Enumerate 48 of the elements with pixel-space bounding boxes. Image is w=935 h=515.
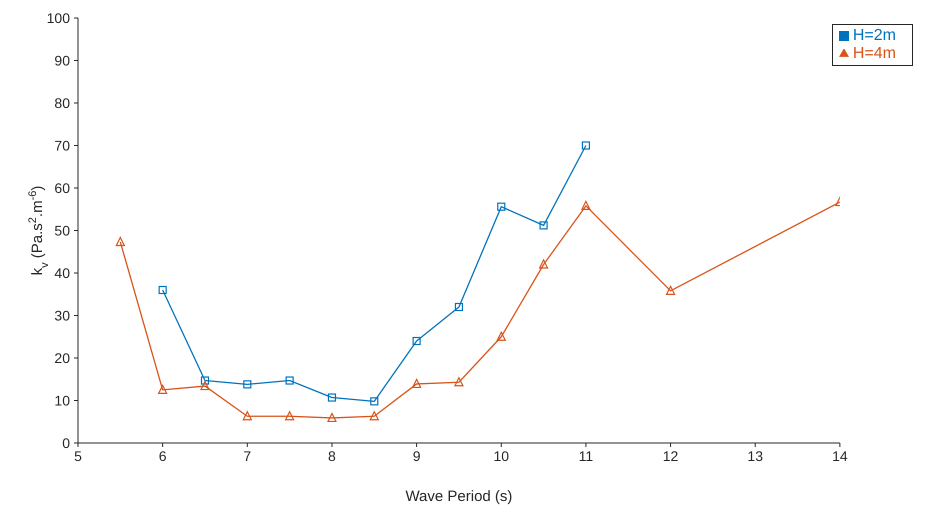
point: [581, 200, 591, 210]
x-tick-label: 5: [74, 448, 82, 464]
point: [116, 236, 125, 246]
x-axis-title: Wave Period (s): [405, 488, 512, 505]
point: [158, 384, 168, 394]
x-tick-label: 12: [662, 448, 679, 464]
x-tick-label: 8: [328, 448, 336, 464]
point: [158, 286, 167, 294]
y-tick-label: 10: [54, 392, 70, 408]
x-tick-label: 6: [158, 448, 167, 464]
y-tick-label: 40: [54, 264, 70, 281]
legend-label: H=4m: [852, 45, 896, 62]
point: [539, 221, 548, 230]
y-tick-label: 0: [62, 434, 70, 451]
y-tick-label: 90: [54, 52, 70, 68]
x-tick-label: 14: [832, 448, 848, 464]
point: [370, 397, 378, 406]
y-tick-label: 50: [54, 222, 70, 238]
point: [412, 336, 421, 346]
y-tick-label: 60: [54, 180, 70, 196]
point: [412, 378, 422, 388]
x-tick-label: 9: [412, 448, 421, 464]
point: [496, 332, 506, 341]
point: [582, 141, 590, 150]
point: [286, 376, 294, 385]
point: [242, 411, 252, 420]
point: [454, 377, 464, 386]
point: [370, 411, 379, 420]
x-tick-label: 13: [747, 448, 764, 464]
y-tick-label: 80: [54, 94, 70, 111]
point: [497, 202, 506, 211]
point: [666, 286, 676, 295]
x-tick-label: 7: [243, 448, 252, 464]
y-tick-label: 100: [46, 10, 70, 26]
point: [327, 412, 337, 422]
legend-label: H=2m: [852, 27, 896, 44]
point: [454, 302, 464, 312]
y-tick-label: 30: [54, 307, 70, 324]
y-tick-label: 70: [54, 137, 70, 154]
point: [200, 380, 210, 390]
point: [243, 380, 252, 388]
point: [285, 411, 294, 420]
x-tick-label: 10: [493, 448, 510, 464]
point: [200, 376, 210, 385]
point: [328, 393, 336, 402]
y-tick-label: 20: [54, 350, 70, 366]
x-tick-label: 11: [578, 448, 594, 464]
point: [538, 259, 548, 269]
